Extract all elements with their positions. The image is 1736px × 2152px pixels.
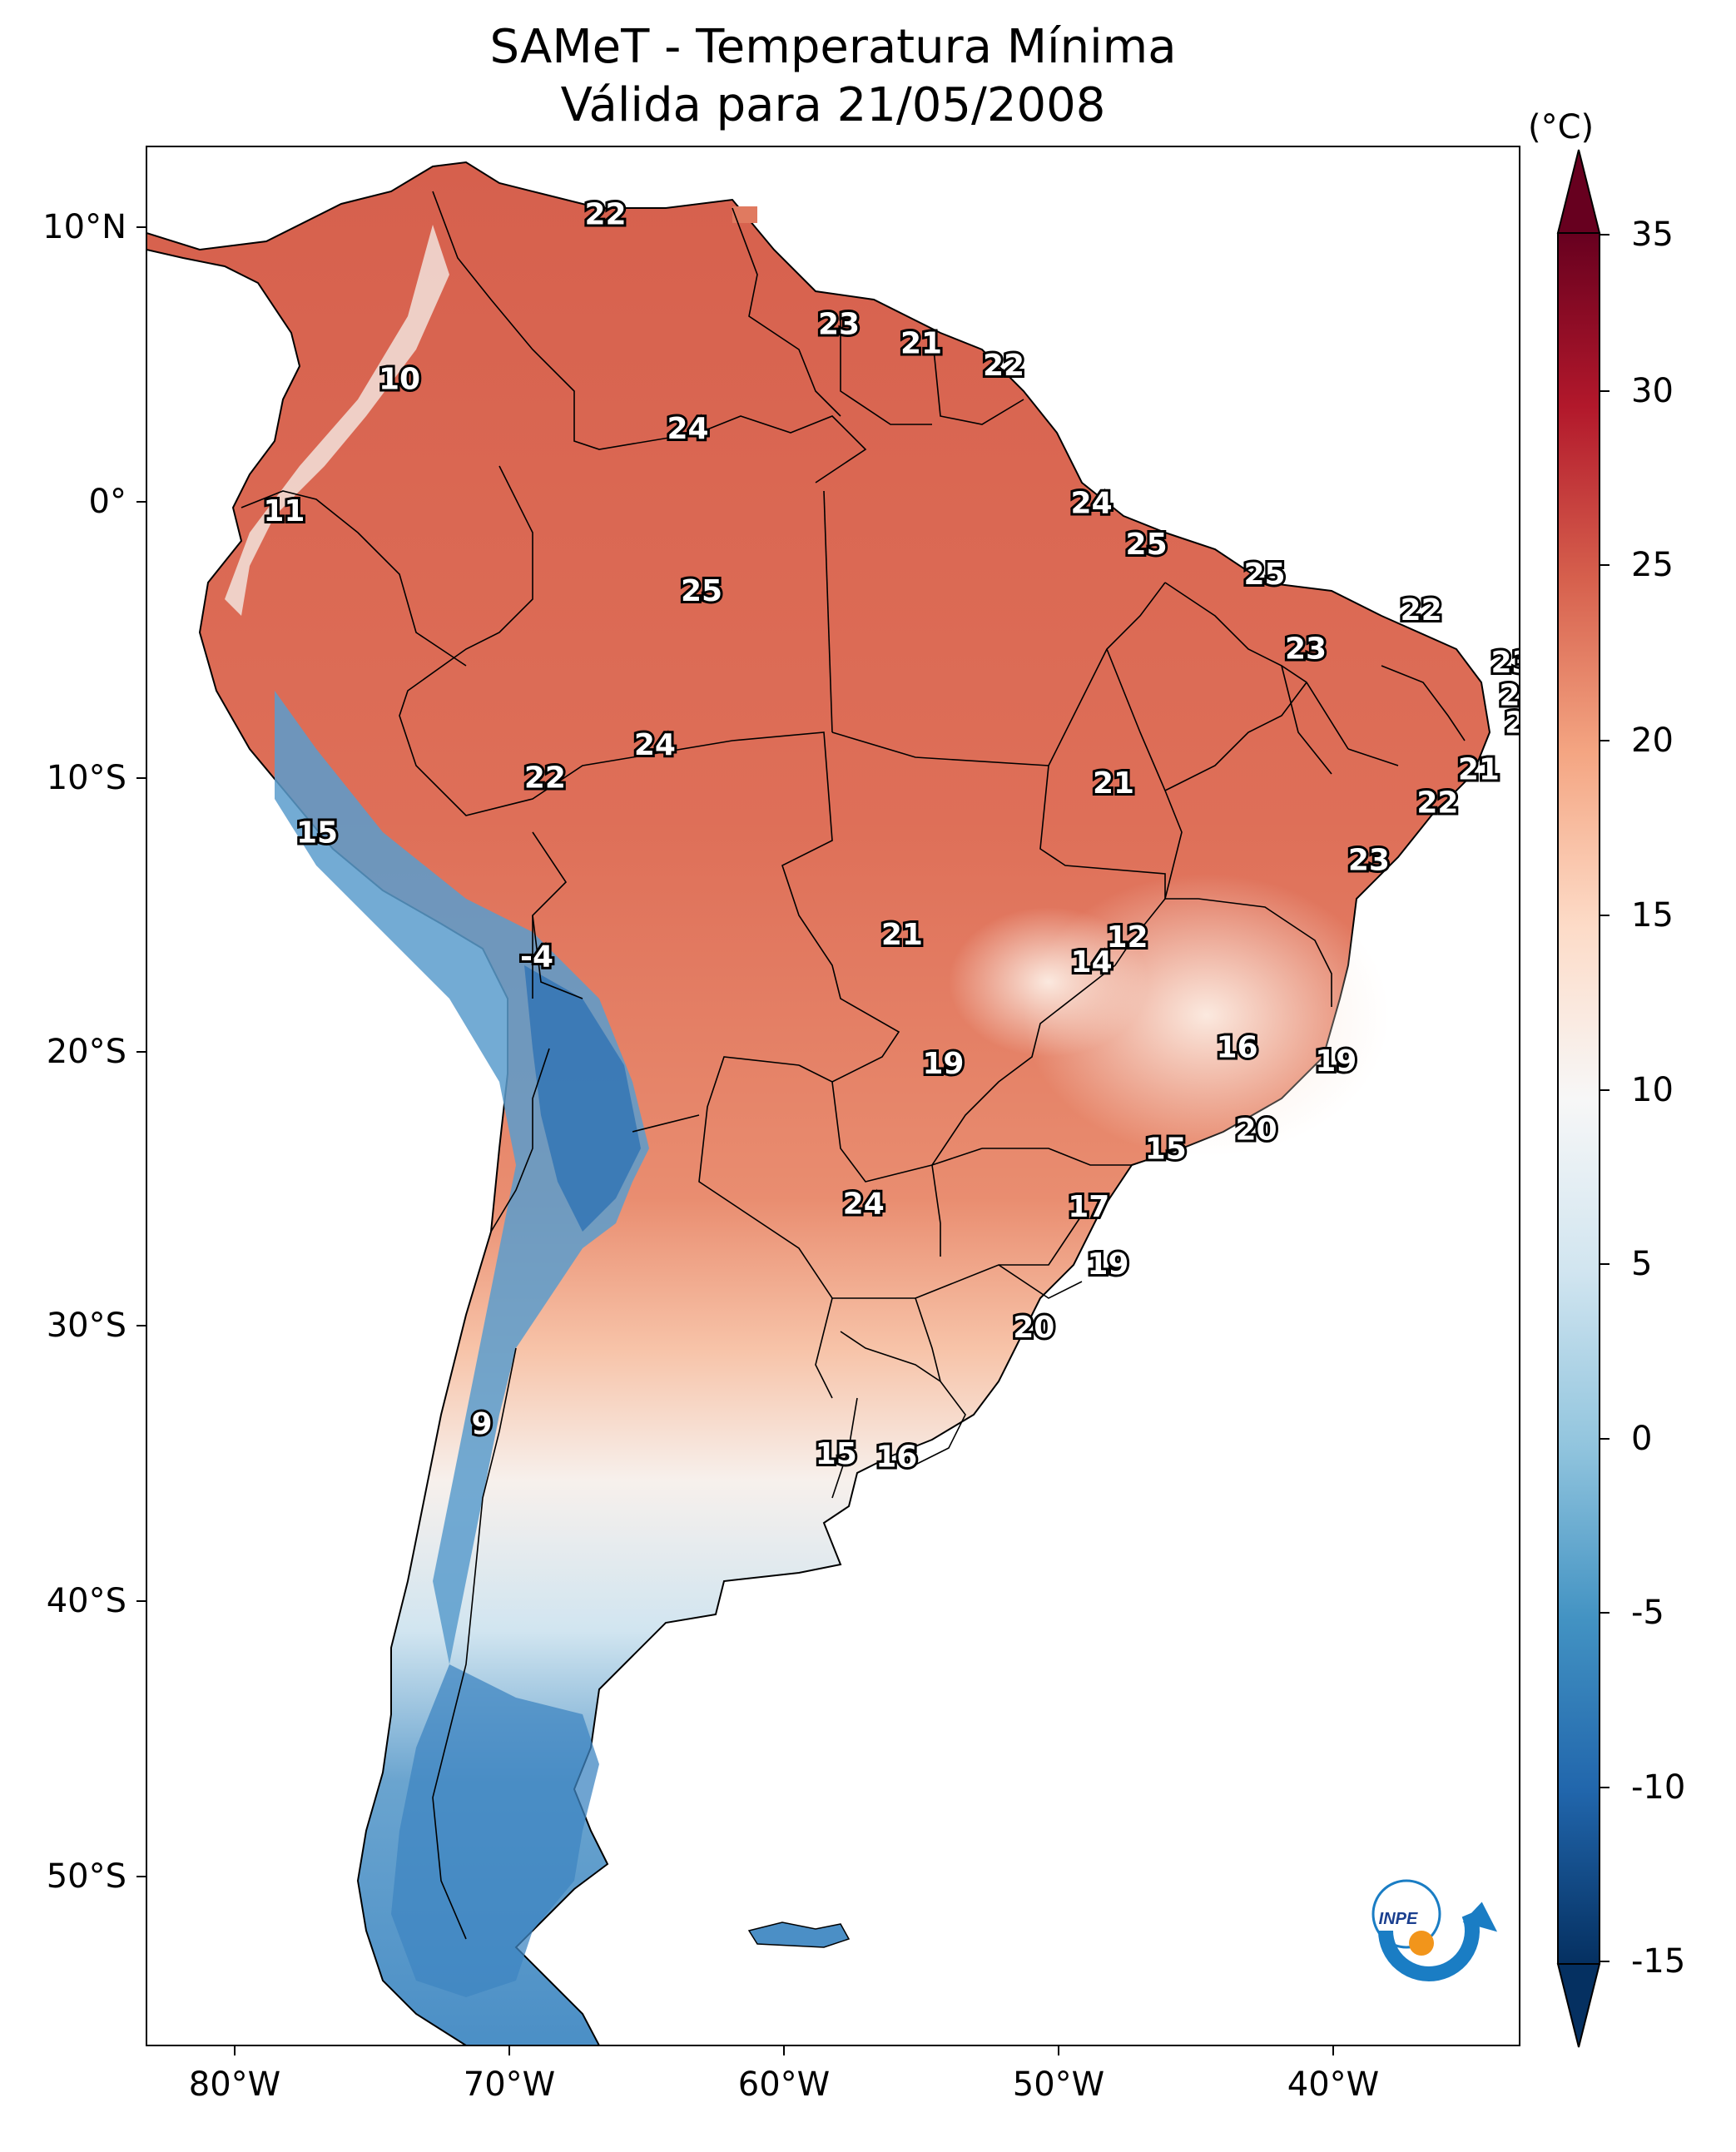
lon-label-70w: 70°W — [463, 2065, 556, 2104]
lon-label-80w: 80°W — [188, 2065, 281, 2104]
temperature-label: 24 — [667, 412, 708, 446]
falkland-islands — [747, 1921, 851, 1948]
temperature-label: 23 — [1499, 679, 1540, 713]
temperature-label: 22 — [983, 349, 1024, 383]
temperature-label: 25 — [1243, 558, 1285, 592]
temperature-label: 10 — [379, 363, 420, 397]
temperature-label: 11 — [263, 494, 305, 528]
temperature-label: 22 — [1505, 707, 1546, 741]
temperature-label: 23 — [1490, 646, 1532, 680]
patagonia-cold — [391, 1664, 599, 1997]
temperature-label: 19 — [922, 1047, 964, 1081]
temperature-label: 22 — [524, 761, 566, 796]
colorbar-tick-minus5: -5 — [1631, 1594, 1664, 1632]
temperature-label: 22 — [1401, 593, 1442, 627]
temperature-label: 21 — [1458, 753, 1500, 787]
colorbar-tick-20: 20 — [1631, 721, 1674, 760]
colorbar-tick-10: 10 — [1631, 1071, 1674, 1109]
country-borders — [241, 191, 1466, 1940]
central-plateau-cool — [949, 907, 1148, 1057]
colorbar-min-extension — [1556, 1963, 1601, 2048]
colorbar-tick-0: 0 — [1631, 1420, 1653, 1458]
temperature-label: 23 — [818, 308, 860, 342]
trinidad-island — [732, 206, 757, 223]
temperature-label: 24 — [1071, 486, 1113, 520]
colorbar-unit: (°C) — [1528, 108, 1595, 146]
temperature-label: 20 — [1236, 1113, 1277, 1147]
plot-frame — [146, 146, 1520, 2046]
temperature-label: 24 — [634, 728, 676, 762]
temperature-label: 19 — [1087, 1247, 1128, 1282]
colorbar-tick-25: 25 — [1631, 546, 1674, 584]
altiplano-cold-core — [524, 965, 641, 1232]
temperature-label: -4 — [520, 940, 553, 974]
inpe-logo-text: INPE — [1379, 1910, 1418, 1928]
temperature-label: 21 — [1093, 766, 1134, 801]
temperature-label: 23 — [1285, 632, 1327, 666]
lat-label-40s: 40°S — [46, 1582, 126, 1620]
temperature-label: 19 — [1315, 1044, 1357, 1078]
colorbar-tick-15: 15 — [1631, 896, 1674, 935]
title-line-2: Válida para 21/05/2008 — [560, 78, 1106, 132]
temperature-label: 22 — [584, 198, 626, 232]
lat-label-0: 0° — [88, 483, 126, 521]
colorbar-tick-5: 5 — [1631, 1245, 1653, 1283]
title-line-1: SAMeT - Temperatura Mínima — [489, 20, 1177, 74]
temperature-label: 16 — [1216, 1030, 1257, 1064]
temperature-label: 15 — [296, 816, 338, 850]
northern-andes-cool — [225, 225, 449, 616]
inpe-logo: INPE — [1371, 1879, 1498, 1981]
temperature-label: 9 — [471, 1407, 492, 1441]
lat-label-10s: 10°S — [46, 759, 126, 797]
axis-ticks — [136, 226, 1334, 2055]
colorbar-tick-35: 35 — [1631, 216, 1674, 254]
temperature-label: 25 — [1126, 528, 1168, 562]
colorbar-tick-30: 30 — [1631, 372, 1674, 410]
temperature-label: 22 — [1416, 786, 1458, 820]
temperature-label: 20 — [1013, 1311, 1054, 1345]
temperature-label: 24 — [843, 1188, 885, 1222]
temperature-label: 16 — [875, 1440, 917, 1474]
lon-label-60w: 60°W — [737, 2065, 831, 2104]
lon-label-50w: 50°W — [1012, 2065, 1105, 2104]
temperature-label: 14 — [1071, 945, 1113, 979]
lon-label-40w: 40°W — [1287, 2065, 1380, 2104]
lat-label-10n: 10°N — [42, 208, 126, 246]
lat-label-20s: 20°S — [46, 1033, 126, 1071]
temperature-label: 21 — [900, 327, 942, 361]
map-title: SAMeT - Temperatura Mínima Válida para 2… — [146, 18, 1520, 135]
temperature-label: 17 — [1068, 1190, 1109, 1224]
colorbar-tick-minus15: -15 — [1631, 1942, 1686, 1981]
temperature-label: 21 — [881, 918, 923, 952]
colorbar-tick-minus10: -10 — [1631, 1768, 1686, 1807]
temperature-label: 15 — [1145, 1133, 1187, 1167]
lat-label-30s: 30°S — [46, 1307, 126, 1345]
colorbar-gradient — [1557, 232, 1600, 1965]
lat-label-50s: 50°S — [46, 1857, 126, 1896]
colorbar-max-extension — [1556, 149, 1601, 234]
temperature-label: 12 — [1106, 920, 1148, 955]
temperature-label: 15 — [816, 1437, 857, 1471]
temperature-label: 25 — [681, 574, 722, 608]
temperature-label: 23 — [1348, 844, 1390, 878]
colorbar — [1556, 149, 1610, 2048]
